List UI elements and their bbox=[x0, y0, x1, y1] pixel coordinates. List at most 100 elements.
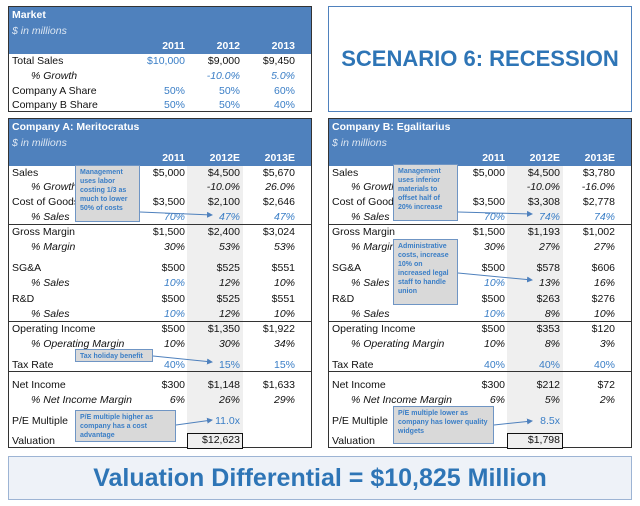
row-value: 50% bbox=[163, 99, 185, 111]
row-label: % Growth bbox=[31, 70, 78, 82]
row-value: $3,024 bbox=[262, 226, 295, 238]
divider bbox=[329, 321, 631, 322]
company-subtitle: $ in millions bbox=[332, 137, 387, 149]
row-label: Sales bbox=[12, 167, 39, 179]
row-value: 12% bbox=[218, 308, 240, 320]
row-value: $4,500 bbox=[207, 167, 240, 179]
row-label: SG&A bbox=[332, 262, 362, 274]
row-label: % Growth bbox=[351, 181, 398, 193]
row-value: $1,350 bbox=[207, 323, 240, 335]
row-label: P/E Multiple bbox=[332, 415, 389, 427]
year-header: 2012 bbox=[216, 40, 240, 52]
row-label: SG&A bbox=[12, 262, 42, 274]
row-value: $276 bbox=[591, 293, 615, 305]
year-header: 2013E bbox=[584, 152, 615, 164]
row-value: 47% bbox=[273, 211, 295, 223]
row-label: Cost of Goods bbox=[12, 196, 80, 208]
row-value: $2,778 bbox=[582, 196, 615, 208]
callout-note: Tax holiday benefit bbox=[75, 349, 153, 362]
year-header: 2013E bbox=[264, 152, 295, 164]
divider bbox=[9, 224, 311, 225]
row-value: 13% bbox=[538, 277, 560, 289]
row-value: 30% bbox=[483, 241, 505, 253]
row-value: 10% bbox=[163, 277, 185, 289]
row-value: $212 bbox=[536, 379, 560, 391]
row-label: Gross Margin bbox=[12, 226, 76, 238]
row-value: 40% bbox=[483, 359, 505, 371]
row-value: 8% bbox=[544, 308, 560, 320]
row-value: 27% bbox=[538, 241, 560, 253]
row-value: 10% bbox=[163, 308, 185, 320]
row-label: Valuation bbox=[12, 435, 56, 447]
row-label: % Margin bbox=[351, 241, 396, 253]
row-value: $3,780 bbox=[582, 167, 615, 179]
row-value: 40% bbox=[273, 99, 295, 111]
row-value: 30% bbox=[218, 338, 240, 350]
row-value: -10.0% bbox=[206, 181, 240, 193]
row-value: $525 bbox=[216, 293, 240, 305]
row-value: 10% bbox=[273, 277, 295, 289]
row-value: 10% bbox=[483, 338, 505, 350]
company-title: Company B: Egalitarius bbox=[332, 121, 451, 133]
row-value: 26.0% bbox=[265, 181, 295, 193]
row-value: 15% bbox=[273, 359, 295, 371]
row-value: 50% bbox=[163, 85, 185, 97]
row-value: 10% bbox=[483, 308, 505, 320]
row-value: $1,500 bbox=[472, 226, 505, 238]
row-value: $3,500 bbox=[472, 196, 505, 208]
row-value: 5% bbox=[544, 394, 560, 406]
callout-note: P/E multiple lower as company has lower … bbox=[393, 406, 494, 444]
row-value: 8% bbox=[544, 338, 560, 350]
row-value: $500 bbox=[481, 293, 505, 305]
row-label: % Growth bbox=[31, 181, 78, 193]
row-value: 50% bbox=[218, 85, 240, 97]
row-label: P/E Multiple bbox=[12, 415, 69, 427]
row-value: 27% bbox=[593, 241, 615, 253]
row-label: % Margin bbox=[31, 241, 76, 253]
row-label: % Sales bbox=[351, 211, 390, 223]
row-value: 26% bbox=[218, 394, 240, 406]
row-value: 11.0x bbox=[215, 415, 240, 427]
row-value: $5,670 bbox=[262, 167, 295, 179]
row-value: $3,308 bbox=[527, 196, 560, 208]
divider bbox=[9, 321, 311, 322]
row-label: Tax Rate bbox=[332, 359, 374, 371]
row-label: Operating Income bbox=[332, 323, 416, 335]
row-label: % Operating Margin bbox=[31, 338, 125, 350]
row-value: $551 bbox=[271, 293, 295, 305]
valuation-value: $12,623 bbox=[187, 433, 243, 449]
company-subtitle: $ in millions bbox=[12, 137, 67, 149]
row-value: $500 bbox=[161, 262, 185, 274]
row-value: 16% bbox=[593, 277, 615, 289]
callout-note: Management uses labor costing 1/3 as muc… bbox=[75, 165, 140, 222]
row-value: $1,633 bbox=[262, 379, 295, 391]
row-value: 2% bbox=[599, 394, 615, 406]
row-label: Company B Share bbox=[12, 99, 98, 111]
row-value: $606 bbox=[591, 262, 615, 274]
row-value: 10% bbox=[273, 308, 295, 320]
row-value: 6% bbox=[169, 394, 185, 406]
row-value: $1,002 bbox=[582, 226, 615, 238]
divider bbox=[329, 371, 631, 372]
row-label: Operating Income bbox=[12, 323, 96, 335]
row-value: $10,000 bbox=[147, 55, 185, 67]
year-header: 2012E bbox=[529, 152, 560, 164]
row-value: $1,922 bbox=[262, 323, 295, 335]
row-label: Valuation bbox=[332, 435, 376, 447]
callout-note: Management uses inferior materials to of… bbox=[393, 164, 458, 221]
row-value: 74% bbox=[593, 211, 615, 223]
row-label: Net Income bbox=[12, 379, 66, 391]
row-value: $500 bbox=[161, 293, 185, 305]
row-value: $9,000 bbox=[207, 55, 240, 67]
row-value: $4,500 bbox=[527, 167, 560, 179]
row-label: % Sales bbox=[31, 211, 70, 223]
row-value: $72 bbox=[597, 379, 615, 391]
year-header: 2011 bbox=[482, 152, 505, 164]
row-value: $525 bbox=[216, 262, 240, 274]
market-title: Market bbox=[12, 9, 46, 21]
divider bbox=[329, 224, 631, 225]
row-value: 5.0% bbox=[271, 70, 295, 82]
row-value: 53% bbox=[273, 241, 295, 253]
row-value: 12% bbox=[218, 277, 240, 289]
company-title: Company A: Meritocratus bbox=[12, 121, 140, 133]
